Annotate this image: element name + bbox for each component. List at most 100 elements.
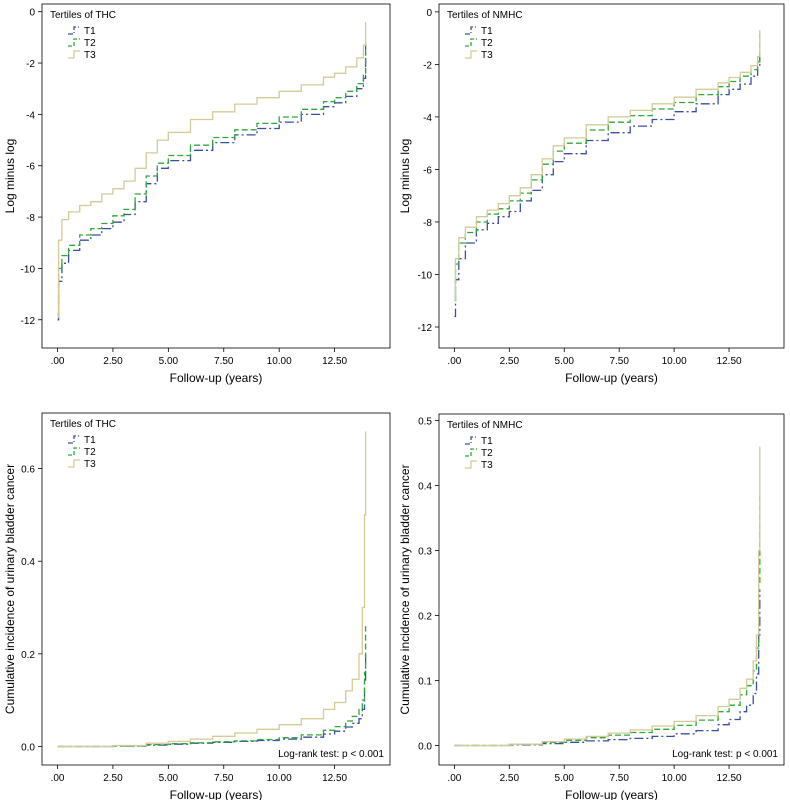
y-tick-label: 0.2 (418, 612, 432, 623)
y-tick-label: -8 (423, 218, 432, 229)
y-tick-label: -12 (21, 316, 36, 327)
x-tick-label: .00 (447, 773, 461, 784)
series-line-t2 (57, 626, 367, 748)
series-line-t1 (57, 653, 367, 748)
legend-title: Tertiles of THC (50, 10, 116, 21)
legend-label-t3: T3 (481, 460, 493, 471)
x-tick-label: 5.00 (159, 356, 179, 367)
legend-title: Tertiles of NMHC (447, 10, 523, 21)
y-tick-label: -12 (418, 323, 433, 334)
legend-swatch-t2 (465, 448, 477, 457)
legend-label-t3: T3 (481, 50, 493, 61)
series-line-t3 (57, 431, 367, 748)
log-rank-annotation: Log-rank test: p < 0.001 (278, 749, 384, 760)
x-tick-label: .00 (51, 773, 65, 784)
chart-svg: 0.0 0.1 0.2 0.3 0.4 0.5 .00 2.50 5.00 7.50 10.00 12… (398, 413, 785, 802)
x-tick-label: .00 (447, 356, 461, 367)
plot-frame (438, 413, 785, 766)
y-axis-label: Log minus log (398, 139, 412, 214)
y-axis-label: Cumulative incidence of urinary bladder … (3, 464, 17, 714)
x-tick-label: 5.00 (159, 773, 179, 784)
y-tick-label: 0.6 (21, 465, 35, 476)
chart-panel-2: 0 -2 -4 -6 -8 -10 -12 .00 2.50 5.00 7.50 10.00 12.50… (395, 0, 790, 398)
chart-svg: 0 -2 -4 -6 -8 -10 -12 .00 2.50 5.00 7.50 10.00 12.50… (3, 3, 391, 385)
y-tick-label: 0.4 (418, 482, 432, 493)
series-line-t2 (57, 42, 367, 316)
x-tick-label: 5.00 (555, 773, 575, 784)
x-axis-label: Follow-up (years) (565, 788, 658, 800)
y-tick-label: 0.0 (418, 742, 432, 753)
x-axis-label: Follow-up (years) (170, 788, 263, 800)
legend-swatch-t3 (68, 459, 80, 468)
legend-label-t1: T1 (481, 26, 493, 37)
x-tick-label: 2.50 (500, 356, 520, 367)
legend-swatch-t1 (465, 26, 477, 35)
x-axis-label: Follow-up (years) (565, 371, 658, 385)
legend-label-t3: T3 (84, 50, 96, 61)
x-tick-label: 10.00 (662, 356, 687, 367)
y-tick-label: -2 (423, 60, 432, 71)
legend-swatch-t3 (465, 50, 477, 59)
legend-label-t2: T2 (84, 447, 96, 458)
legend-title: Tertiles of THC (50, 419, 116, 430)
chart-svg: 0 -2 -4 -6 -8 -10 -12 .00 2.50 5.00 7.50 10.00 12.50… (398, 3, 785, 385)
x-tick-label: 7.50 (214, 773, 234, 784)
legend-swatch-t1 (68, 26, 80, 35)
x-tick-label: 12.50 (717, 356, 742, 367)
y-axis-label: Cumulative incidence of urinary bladder … (398, 464, 412, 714)
chart-panel-4: 0.0 0.1 0.2 0.3 0.4 0.5 .00 2.50 5.00 7.50 10.00 12… (395, 404, 790, 802)
legend-swatch-t1 (465, 436, 477, 445)
x-tick-label: 12.50 (322, 356, 347, 367)
series-line-t1 (454, 589, 761, 747)
y-tick-label: 0.5 (418, 417, 432, 428)
x-tick-label: 7.50 (609, 356, 629, 367)
x-tick-label: 12.50 (717, 773, 742, 784)
legend-label-t2: T2 (84, 38, 96, 49)
y-tick-label: 0 (29, 8, 35, 19)
y-tick-label: -2 (26, 59, 35, 70)
plot-frame (438, 3, 785, 349)
y-tick-label: 0.1 (418, 677, 432, 688)
y-tick-label: -10 (21, 264, 36, 275)
y-tick-label: 0.3 (418, 547, 432, 558)
series-line-t2 (454, 32, 761, 302)
series-line-t1 (57, 45, 367, 321)
legend-swatch-t3 (68, 50, 80, 59)
legend-label-t1: T1 (84, 26, 96, 37)
legend-label-t1: T1 (84, 435, 96, 446)
legend-label-t2: T2 (481, 448, 493, 459)
x-tick-label: 2.50 (103, 356, 123, 367)
legend-label-t3: T3 (84, 459, 96, 470)
x-tick-label: 5.00 (555, 356, 575, 367)
y-tick-label: 0.2 (21, 650, 35, 661)
y-tick-label: -10 (418, 270, 433, 281)
log-rank-annotation: Log-rank test: p < 0.001 (672, 749, 778, 760)
x-tick-label: 7.50 (609, 773, 629, 784)
y-tick-label: 0 (426, 8, 432, 19)
legend-swatch-t3 (465, 460, 477, 469)
legend-swatch-t1 (68, 435, 80, 444)
y-tick-label: -6 (423, 165, 432, 176)
y-tick-label: -8 (26, 213, 35, 224)
y-tick-label: 0.4 (21, 557, 35, 568)
y-tick-label: 0.0 (21, 742, 35, 753)
y-tick-label: -4 (423, 113, 432, 124)
x-tick-label: 7.50 (214, 356, 234, 367)
legend-label-t1: T1 (481, 436, 493, 447)
series-line-t1 (454, 51, 761, 318)
series-line-t2 (454, 492, 761, 747)
series-line-t3 (57, 22, 367, 318)
legend-swatch-t2 (465, 38, 477, 47)
x-tick-label: 2.50 (500, 773, 520, 784)
chart-panel-1: 0 -2 -4 -6 -8 -10 -12 .00 2.50 5.00 7.50 10.00 12.50… (0, 0, 395, 398)
plot-frame (41, 3, 391, 349)
y-tick-label: -6 (26, 162, 35, 173)
series-line-t3 (454, 446, 761, 747)
x-tick-label: 10.00 (267, 356, 292, 367)
legend-swatch-t2 (68, 447, 80, 456)
x-tick-label: .00 (51, 356, 65, 367)
legend-swatch-t2 (68, 38, 80, 47)
legend-title: Tertiles of NMHC (447, 420, 523, 431)
chart-svg: 0.0 0.2 0.4 0.6 .00 2.50 5.00 7.50 10.00 12.50 Fol… (3, 412, 391, 802)
y-tick-label: -4 (26, 110, 35, 121)
